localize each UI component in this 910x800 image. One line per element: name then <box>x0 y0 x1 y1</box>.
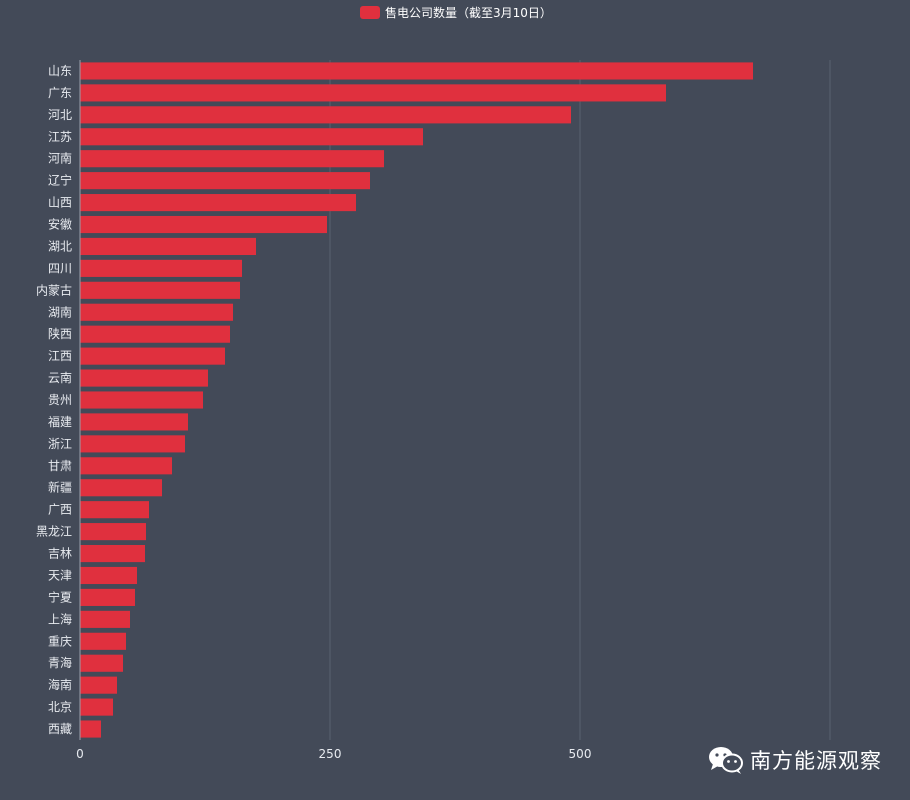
category-label-19: 新疆 <box>48 480 72 495</box>
x-tick-label-2: 500 <box>569 747 592 761</box>
bar-9[interactable] <box>80 259 242 277</box>
category-label-10: 内蒙古 <box>36 282 72 297</box>
category-label-30: 西藏 <box>48 722 72 736</box>
category-label-8: 湖北 <box>48 238 72 253</box>
bar-3[interactable] <box>80 128 423 146</box>
grid-lines <box>329 60 831 740</box>
bar-16[interactable] <box>80 413 188 431</box>
x-tick-label-1: 250 <box>319 747 342 761</box>
bar-12[interactable] <box>80 325 230 343</box>
category-label-14: 云南 <box>48 370 72 385</box>
category-label-5: 辽宁 <box>48 173 72 188</box>
category-label-28: 海南 <box>48 677 72 692</box>
bar-25[interactable] <box>80 610 130 628</box>
category-label-3: 江苏 <box>48 130 72 144</box>
x-tick-label-0: 0 <box>76 747 84 761</box>
bar-0[interactable] <box>80 62 753 80</box>
bar-24[interactable] <box>80 588 135 606</box>
bar-29[interactable] <box>80 698 113 716</box>
bar-13[interactable] <box>80 347 225 365</box>
bar-19[interactable] <box>80 479 162 497</box>
bar-8[interactable] <box>80 237 256 256</box>
watermark-text: 南方能源观察 <box>750 749 882 773</box>
bar-23[interactable] <box>80 566 137 585</box>
category-label-25: 上海 <box>48 611 72 626</box>
bar-27[interactable] <box>80 654 123 672</box>
bar-4[interactable] <box>80 150 384 168</box>
category-label-20: 广西 <box>48 503 72 517</box>
category-label-2: 河北 <box>48 108 72 122</box>
category-label-15: 贵州 <box>48 393 72 407</box>
category-label-12: 陕西 <box>48 326 72 341</box>
category-label-1: 广东 <box>48 86 72 100</box>
watermark: 南方能源观察 <box>708 742 882 778</box>
category-label-18: 甘肃 <box>48 459 72 473</box>
bar-14[interactable] <box>80 369 208 387</box>
bar-30[interactable] <box>80 720 101 738</box>
category-label-0: 山东 <box>48 64 72 78</box>
bar-28[interactable] <box>80 676 117 694</box>
category-label-26: 重庆 <box>48 634 72 648</box>
bar-22[interactable] <box>80 544 145 563</box>
category-label-29: 北京 <box>48 700 72 714</box>
category-label-23: 天津 <box>48 568 72 582</box>
bar-20[interactable] <box>80 501 149 519</box>
bar-7[interactable] <box>80 215 327 234</box>
legend-swatch <box>360 6 380 19</box>
bar-15[interactable] <box>80 391 203 409</box>
bar-2[interactable] <box>80 106 571 124</box>
bar-6[interactable] <box>80 194 356 212</box>
legend-label: 售电公司数量（截至3月10日） <box>385 5 552 20</box>
bar-5[interactable] <box>80 172 370 190</box>
legend[interactable]: 售电公司数量（截至3月10日） <box>360 5 552 20</box>
category-label-24: 宁夏 <box>48 589 72 604</box>
bars-group <box>80 62 753 738</box>
bar-26[interactable] <box>80 632 126 650</box>
bar-21[interactable] <box>80 523 146 541</box>
category-label-11: 湖南 <box>48 304 72 319</box>
wechat-icon <box>708 745 744 775</box>
category-label-6: 山西 <box>48 196 72 210</box>
category-label-4: 河南 <box>48 151 72 166</box>
category-label-16: 福建 <box>48 414 72 429</box>
bar-10[interactable] <box>80 281 240 299</box>
x-axis-tick-labels: 0 250 500 <box>76 747 591 761</box>
category-label-9: 四川 <box>48 261 72 275</box>
category-label-21: 黑龙江 <box>36 525 72 539</box>
bar-11[interactable] <box>80 303 233 321</box>
category-label-22: 吉林 <box>48 547 72 561</box>
bar-17[interactable] <box>80 435 185 453</box>
bar-1[interactable] <box>80 84 666 102</box>
category-label-13: 江西 <box>48 349 72 363</box>
bar-18[interactable] <box>80 457 172 475</box>
category-label-17: 浙江 <box>48 437 72 451</box>
category-label-7: 安徽 <box>48 217 72 232</box>
category-label-27: 青海 <box>48 655 72 670</box>
category-labels: 山东广东河北江苏河南辽宁山西安徽湖北四川内蒙古湖南陕西江西云南贵州福建浙江甘肃新… <box>36 64 72 736</box>
